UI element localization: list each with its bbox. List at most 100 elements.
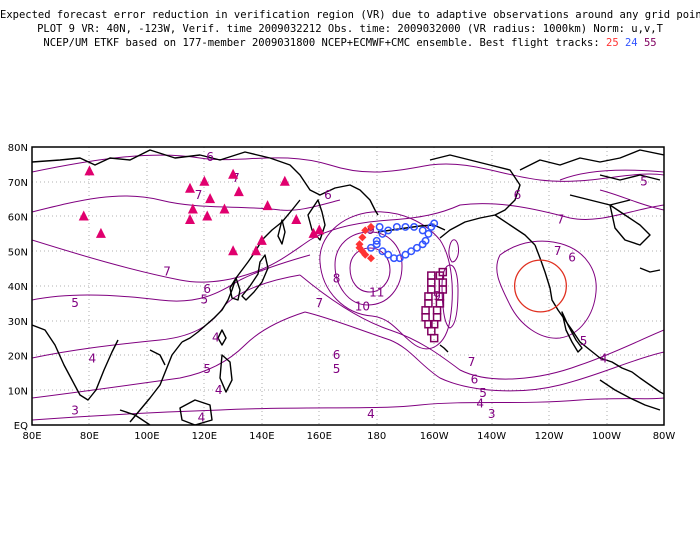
lat-label: EQ <box>14 421 28 432</box>
track-24-marker <box>378 247 387 256</box>
raob-triangle <box>84 165 95 176</box>
flight-track-55 <box>421 267 448 343</box>
contour-label: 8 <box>333 272 341 286</box>
coastline-alaska <box>429 154 536 246</box>
contour-label: 7 <box>163 265 171 279</box>
contour-label: 5 <box>479 386 487 400</box>
coastline-philippines <box>219 354 233 393</box>
lon-label: 80W <box>653 431 676 442</box>
track-24-marker <box>412 243 421 252</box>
track-25-marker <box>361 226 370 235</box>
coastline-baja <box>561 311 583 353</box>
track-label-24: 24 <box>624 37 638 49</box>
track-55-marker <box>421 313 430 322</box>
track-24-marker <box>392 222 401 231</box>
lon-label: 160E <box>307 431 332 442</box>
contour-label: 11 <box>369 285 384 299</box>
raob-triangle <box>95 227 106 238</box>
contour-line <box>441 264 459 329</box>
coastline-sakhalin <box>277 219 286 245</box>
lat-label: 50N <box>8 247 28 258</box>
track-25-marker <box>358 233 367 242</box>
coastline-taiwan <box>217 329 227 346</box>
contour-label: 7 <box>557 212 565 226</box>
contour-label: 6 <box>471 372 479 386</box>
contour-label: 6 <box>324 188 332 202</box>
contour-label: 7 <box>468 355 476 369</box>
contour-line <box>299 274 664 380</box>
contour-label: 4 <box>212 331 220 345</box>
gridlines <box>32 147 664 425</box>
flight-track-24 <box>367 219 439 263</box>
track-24-marker <box>372 236 381 245</box>
title-line-3: NCEP/UM ETKF based on 177-member 2009031… <box>0 36 700 50</box>
lat-label: 60N <box>8 213 28 224</box>
coastline-hawaii <box>439 344 449 353</box>
raob-triangle <box>185 213 195 224</box>
coastline-hudson-bay <box>609 204 651 246</box>
raob-triangle <box>219 203 230 214</box>
raob-triangle <box>314 224 325 235</box>
contour-line <box>32 195 341 213</box>
contour-label: 5 <box>333 362 341 376</box>
track-24-marker <box>421 236 430 245</box>
contour-line <box>334 231 403 306</box>
title-line-3-text: NCEP/UM ETKF based on 177-member 2009031… <box>43 37 600 49</box>
coastline-se-asia <box>32 324 183 423</box>
coastline-asia-north <box>32 149 379 216</box>
track-55-marker <box>429 333 439 343</box>
contour-line <box>309 203 664 241</box>
track-55-marker <box>432 306 442 315</box>
lat-label: 20N <box>8 352 28 363</box>
raob-triangle <box>233 186 244 197</box>
track-55-marker <box>424 299 433 308</box>
raob-triangle <box>187 203 198 214</box>
contour-label: 4 <box>476 397 484 411</box>
lon-label: 120E <box>192 431 217 442</box>
track-24-marker <box>384 250 393 259</box>
raob-triangle <box>185 182 195 193</box>
contour-line <box>559 169 664 181</box>
track-24-marker <box>372 240 381 249</box>
contour-label: 4 <box>600 351 608 365</box>
lon-label: 120W <box>535 431 564 442</box>
coastline-japan <box>241 254 269 301</box>
raob-triangle <box>78 210 89 221</box>
contour-label: 6 <box>568 251 576 265</box>
contour-label: 6 <box>203 282 211 296</box>
contour-label: 3 <box>488 407 496 421</box>
contour-label: 7 <box>195 188 203 202</box>
track-24-marker <box>384 226 393 235</box>
contour-label: 6 <box>514 188 522 202</box>
contour-line <box>32 154 664 182</box>
track-24-marker <box>418 226 427 235</box>
track-24-marker <box>378 229 387 238</box>
lon-label: 80E <box>22 431 41 442</box>
coastline-borneo <box>179 399 213 425</box>
track-55-marker <box>438 267 448 277</box>
raob-sites <box>78 165 325 256</box>
track-24-marker <box>401 250 410 259</box>
contour-line <box>319 211 453 350</box>
coastline-canada-arctic <box>519 149 664 206</box>
contour-label: 5 <box>71 296 79 310</box>
raob-triangle <box>262 200 273 211</box>
contours <box>32 154 664 421</box>
track-24-marker <box>395 254 404 263</box>
contour-line <box>32 311 306 399</box>
coastlines <box>32 149 664 425</box>
raob-triangle <box>202 210 213 221</box>
lon-label: 100E <box>134 431 159 442</box>
contour-label: 3 <box>71 404 79 418</box>
raob-triangle <box>251 245 262 256</box>
contour-label: 4 <box>215 383 223 397</box>
track-24-marker <box>401 222 410 231</box>
contour-label: 5 <box>201 292 209 306</box>
lat-label: 30N <box>8 317 28 328</box>
contour-line <box>599 189 664 211</box>
lon-label: 100W <box>592 431 621 442</box>
track-label-25: 25 <box>606 37 619 49</box>
raob-triangle <box>205 193 216 204</box>
contour-label: 5 <box>640 174 648 188</box>
